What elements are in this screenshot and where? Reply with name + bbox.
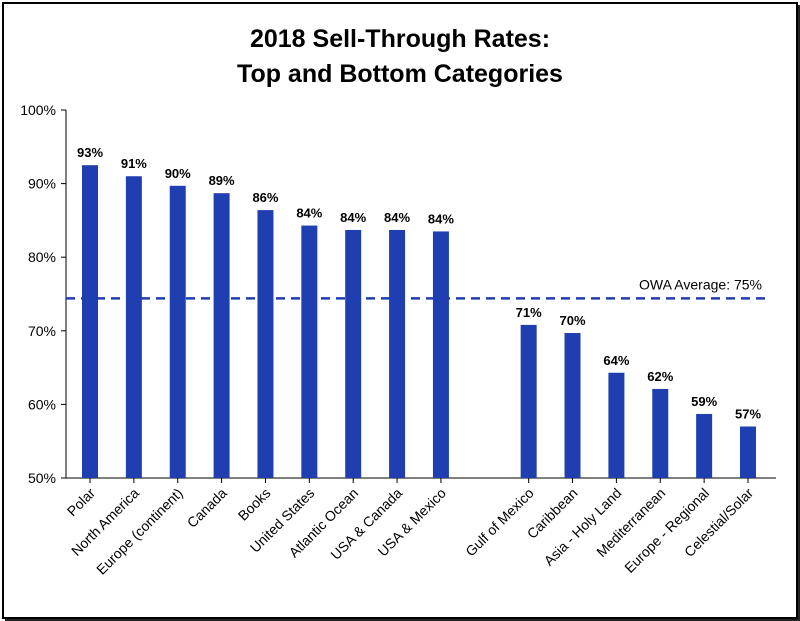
x-tick-label: Europe (continent): [93, 485, 186, 578]
bar: [169, 185, 186, 479]
y-tick-label: 80%: [28, 249, 56, 265]
x-tick-label: Polar: [64, 485, 99, 520]
data-label: 84%: [384, 210, 410, 225]
bar: [345, 229, 362, 478]
bar: [301, 225, 318, 478]
x-tick-label: Books: [235, 485, 274, 524]
chart-title-line-2: Top and Bottom Categories: [237, 60, 563, 88]
data-label: 89%: [209, 173, 235, 188]
data-label: 57%: [735, 406, 761, 421]
data-label: 64%: [603, 353, 629, 368]
average-reference-label: OWA Average: 75%: [639, 276, 762, 292]
x-tick-label: Asia - Holy Land: [541, 485, 625, 569]
bar: [564, 333, 581, 478]
bar: [696, 413, 713, 478]
data-label: 62%: [647, 369, 673, 384]
bar: [520, 324, 537, 478]
y-tick-label: 90%: [28, 176, 56, 192]
bar: [652, 388, 669, 478]
bar: [389, 229, 406, 478]
y-tick-label: 50%: [28, 470, 56, 486]
y-tick-label: 60%: [28, 396, 56, 412]
bar: [125, 176, 142, 479]
bar: [257, 210, 274, 478]
data-label: 59%: [691, 394, 717, 409]
data-label: 90%: [165, 166, 191, 181]
data-label: 93%: [77, 145, 103, 160]
bar: [608, 372, 625, 478]
data-label: 84%: [428, 211, 454, 226]
x-tick-label: Canada: [184, 485, 230, 531]
data-label: 91%: [121, 156, 147, 171]
data-label: 71%: [516, 305, 542, 320]
bar: [213, 193, 230, 478]
chart-title-line-1: 2018 Sell-Through Rates:: [250, 25, 550, 53]
data-label: 70%: [560, 313, 586, 328]
y-tick-label: 100%: [20, 102, 56, 118]
x-tick-label: Gulf of Mexico: [462, 485, 537, 560]
bar: [740, 426, 756, 478]
data-label: 86%: [252, 190, 278, 205]
bar: [82, 165, 98, 478]
bar: [432, 231, 449, 478]
data-label: 84%: [296, 206, 322, 221]
y-tick-label: 70%: [28, 323, 56, 339]
data-label: 84%: [340, 210, 366, 225]
